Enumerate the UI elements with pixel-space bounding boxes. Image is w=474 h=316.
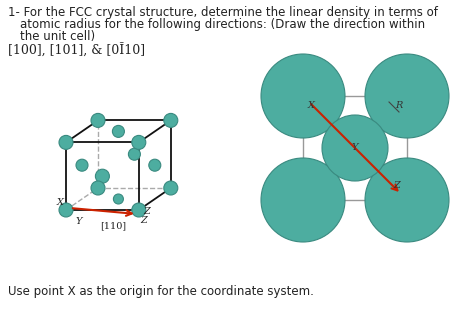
Circle shape bbox=[132, 135, 146, 149]
Circle shape bbox=[261, 158, 345, 242]
Circle shape bbox=[149, 159, 161, 171]
Circle shape bbox=[113, 194, 123, 204]
Circle shape bbox=[95, 169, 109, 183]
Text: Y: Y bbox=[352, 143, 358, 152]
Text: [110]: [110] bbox=[100, 221, 126, 230]
Circle shape bbox=[91, 113, 105, 127]
Text: X: X bbox=[308, 101, 315, 110]
Circle shape bbox=[322, 115, 388, 181]
Text: atomic radius for the following directions: (Draw the direction within: atomic radius for the following directio… bbox=[20, 18, 425, 31]
Text: Y: Y bbox=[76, 217, 82, 226]
Circle shape bbox=[128, 148, 140, 160]
Circle shape bbox=[164, 113, 178, 127]
Circle shape bbox=[76, 159, 88, 171]
Text: 1- For the FCC crystal structure, determine the linear density in terms of: 1- For the FCC crystal structure, determ… bbox=[8, 6, 438, 19]
Circle shape bbox=[164, 181, 178, 195]
Circle shape bbox=[91, 181, 105, 195]
Text: [100], [101], & [0Ĩ10]: [100], [101], & [0Ĩ10] bbox=[8, 44, 145, 58]
Circle shape bbox=[132, 203, 146, 217]
Text: Use point X as the origin for the coordinate system.: Use point X as the origin for the coordi… bbox=[8, 285, 314, 298]
Text: X: X bbox=[57, 198, 64, 207]
Circle shape bbox=[112, 125, 124, 137]
Text: Z: Z bbox=[140, 216, 147, 225]
Circle shape bbox=[365, 158, 449, 242]
Text: Z: Z bbox=[143, 207, 150, 216]
Circle shape bbox=[261, 54, 345, 138]
Circle shape bbox=[59, 203, 73, 217]
Text: the unit cell): the unit cell) bbox=[20, 30, 95, 43]
Circle shape bbox=[59, 135, 73, 149]
Text: Z: Z bbox=[393, 181, 400, 190]
Text: R: R bbox=[395, 101, 402, 110]
Circle shape bbox=[365, 54, 449, 138]
